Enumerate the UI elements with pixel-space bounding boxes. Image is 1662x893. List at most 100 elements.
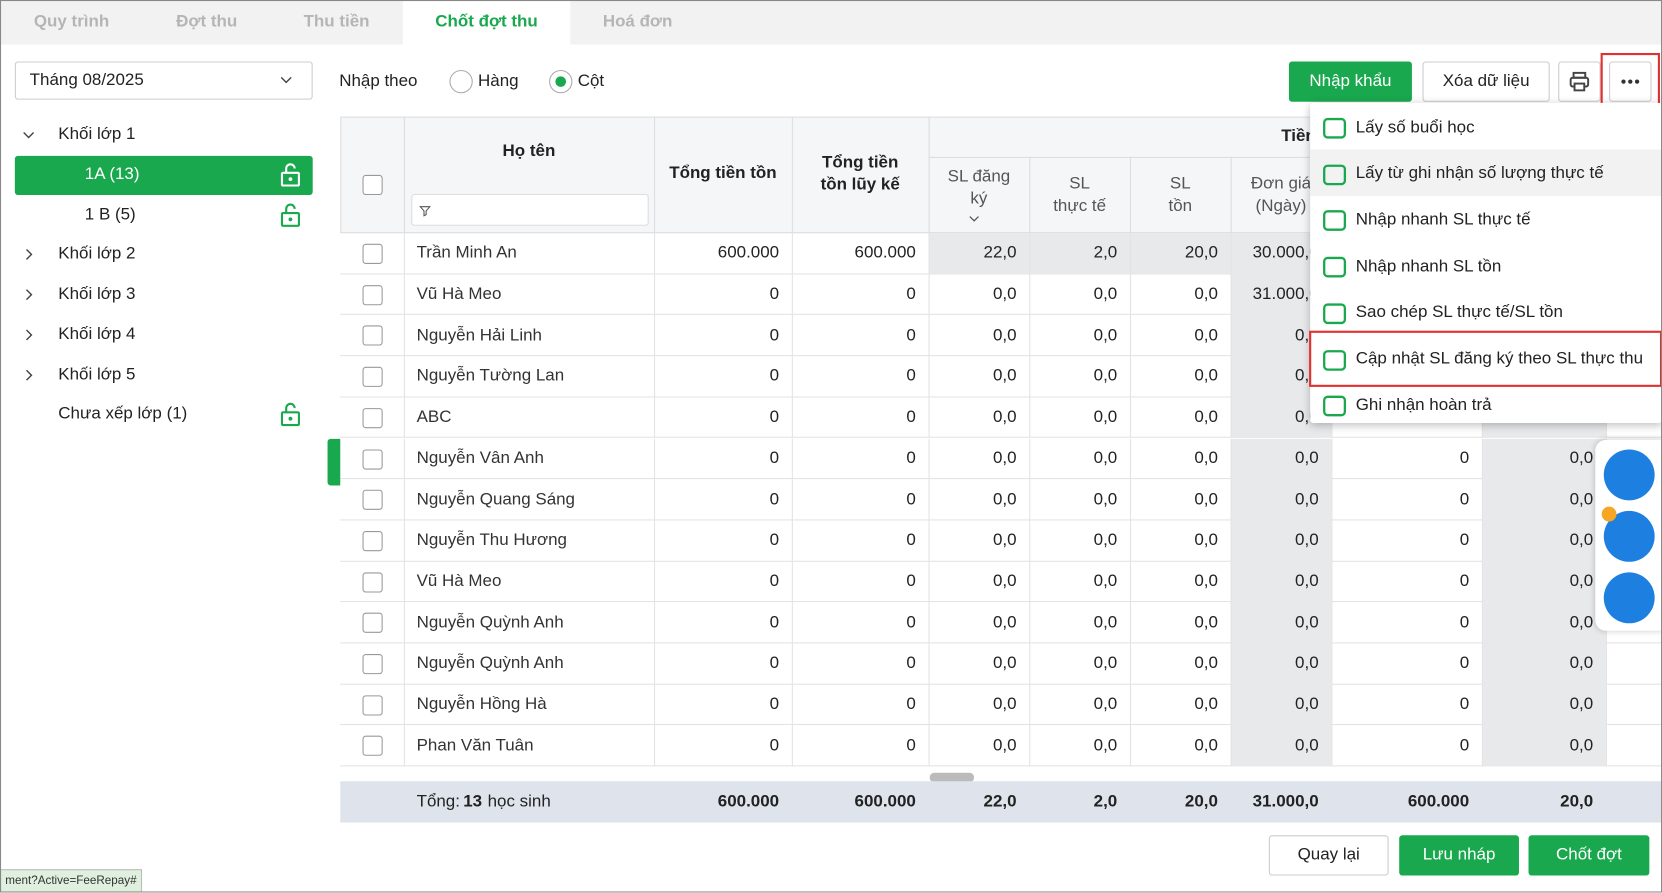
shaded-cell bbox=[1230, 438, 1332, 480]
cell-value: 0,0 bbox=[1194, 408, 1218, 427]
header-registered: SL đăng ký bbox=[947, 167, 1011, 208]
row-checkbox[interactable] bbox=[362, 489, 383, 511]
tab[interactable]: Thu tiền bbox=[303, 12, 370, 31]
tree-item[interactable]: 1A (13) bbox=[84, 165, 140, 184]
row bbox=[340, 684, 1662, 726]
bottom-button[interactable]: Chốt đợt bbox=[1528, 835, 1650, 876]
row bbox=[340, 479, 1662, 521]
cell-divider bbox=[1230, 356, 1232, 398]
tree-item[interactable]: Khối lớp 4 bbox=[58, 325, 136, 344]
cell-divider bbox=[1331, 643, 1333, 685]
row-checkbox[interactable] bbox=[362, 448, 383, 470]
header-name: Họ tên bbox=[502, 142, 556, 161]
row-checkbox[interactable] bbox=[362, 325, 383, 346]
cell-divider bbox=[928, 725, 930, 767]
shaded-cell bbox=[1230, 725, 1332, 767]
menu-item[interactable]: Cập nhật SL đăng ký theo SL thực thu bbox=[1355, 349, 1644, 368]
row-checkbox[interactable] bbox=[362, 366, 383, 387]
cell-divider bbox=[1481, 438, 1483, 480]
tree-chevron bbox=[20, 326, 37, 343]
cell-divider bbox=[654, 684, 656, 726]
cell-divider bbox=[1481, 643, 1483, 685]
cell-divider bbox=[1129, 438, 1132, 480]
cell-value: 0 bbox=[906, 408, 916, 427]
cell-value: 600.000 bbox=[717, 244, 780, 263]
header-divider bbox=[928, 116, 930, 234]
row-checkbox[interactable] bbox=[362, 407, 383, 429]
cell-divider bbox=[928, 233, 930, 275]
cell-value: 0,0 bbox=[1194, 695, 1218, 714]
cell-value: 0 bbox=[906, 490, 916, 509]
float-btn[interactable] bbox=[1603, 449, 1655, 501]
cell-name: Vũ Hà Meo bbox=[416, 285, 502, 304]
cell-divider bbox=[403, 602, 405, 644]
import-button[interactable]: Nhập khẩu bbox=[1288, 61, 1412, 102]
row-checkbox[interactable] bbox=[362, 530, 383, 552]
print-button[interactable] bbox=[1558, 61, 1601, 102]
cell-divider bbox=[403, 561, 405, 603]
cell-value: 0,0 bbox=[1194, 613, 1218, 632]
tree-item[interactable]: Khối lớp 3 bbox=[58, 285, 136, 304]
menu-item[interactable]: Nhập nhanh SL thực tế bbox=[1355, 210, 1531, 229]
cell-value: 0,0 bbox=[1295, 695, 1319, 714]
cell-divider bbox=[791, 643, 793, 685]
cell-divider bbox=[654, 356, 656, 398]
menu-item[interactable]: Lấy từ ghi nhận số lượng thực tế bbox=[1355, 164, 1604, 183]
shaded-cell bbox=[1481, 643, 1606, 685]
status-bar: ment?Active=FeeRepay# bbox=[0, 869, 142, 893]
clear-button[interactable]: Xóa dữ liệu bbox=[1422, 61, 1550, 102]
cell-value: 0,0 bbox=[1295, 531, 1319, 550]
cell-divider bbox=[1230, 397, 1232, 439]
cell-value: 0,0 bbox=[1093, 367, 1118, 386]
tree-item[interactable]: Khối lớp 1 bbox=[58, 125, 136, 144]
cell-value: 0 bbox=[769, 572, 780, 591]
filter-box[interactable] bbox=[411, 193, 649, 226]
tab[interactable]: Hoá đơn bbox=[602, 12, 673, 31]
bottom-button[interactable]: Lưu nháp bbox=[1399, 835, 1519, 876]
cell-divider bbox=[1129, 356, 1132, 398]
cell-value: 0,0 bbox=[1194, 531, 1218, 550]
cell-divider bbox=[1129, 561, 1132, 603]
menu-item[interactable]: Lấy số buổi học bbox=[1355, 118, 1475, 137]
menu-item[interactable]: Nhập nhanh SL tồn bbox=[1355, 257, 1502, 276]
cell-value: 0 bbox=[769, 695, 780, 714]
cell-divider bbox=[928, 315, 930, 357]
menu-item[interactable]: Ghi nhận hoàn trả bbox=[1355, 396, 1492, 415]
cell-divider bbox=[403, 479, 405, 521]
row-checkbox[interactable] bbox=[362, 243, 383, 264]
radio[interactable] bbox=[449, 69, 473, 94]
cell-value: 0 bbox=[769, 613, 780, 632]
cell-divider bbox=[403, 274, 405, 316]
header-checkbox[interactable] bbox=[362, 174, 383, 196]
scrollbar bbox=[929, 772, 975, 783]
tab[interactable]: Đợt thu bbox=[176, 12, 238, 31]
cell-divider bbox=[928, 274, 930, 316]
cell-value: 0,0 bbox=[1194, 367, 1218, 386]
float-btn[interactable] bbox=[1603, 572, 1655, 624]
row-checkbox[interactable] bbox=[362, 612, 383, 634]
footer-value: 20,0 bbox=[1560, 792, 1594, 811]
cell-divider bbox=[1029, 438, 1031, 480]
month-select[interactable]: Tháng 08/2025 bbox=[14, 61, 313, 100]
cell-divider bbox=[654, 315, 656, 357]
row-checkbox[interactable] bbox=[362, 284, 383, 305]
tree-item[interactable]: Khối lớp 2 bbox=[58, 244, 136, 263]
tree-item[interactable]: 1 B (5) bbox=[84, 205, 136, 224]
cell-divider bbox=[1230, 684, 1232, 726]
row-checkbox[interactable] bbox=[362, 695, 383, 716]
cell-divider bbox=[928, 602, 930, 644]
radio[interactable] bbox=[549, 69, 573, 94]
row-checkbox[interactable] bbox=[362, 571, 383, 593]
menu-item[interactable]: Sao chép SL thực tế/SL tồn bbox=[1355, 303, 1563, 322]
tree-item[interactable]: Chưa xếp lớp (1) bbox=[58, 404, 188, 423]
tab[interactable]: Chốt đợt thu bbox=[402, 0, 571, 45]
header-unit-price: Đơn giá (Ngày) bbox=[1250, 174, 1312, 216]
bottom-button[interactable]: Quay lại bbox=[1268, 835, 1389, 876]
row-checkbox[interactable] bbox=[362, 654, 383, 675]
tree-item[interactable]: Khối lớp 5 bbox=[58, 365, 136, 384]
cell-value: 0,0 bbox=[992, 736, 1017, 755]
cell-name: ABC bbox=[416, 408, 452, 427]
row-checkbox[interactable] bbox=[362, 736, 383, 757]
tab[interactable]: Quy trình bbox=[33, 12, 110, 31]
cell-divider bbox=[791, 684, 793, 726]
